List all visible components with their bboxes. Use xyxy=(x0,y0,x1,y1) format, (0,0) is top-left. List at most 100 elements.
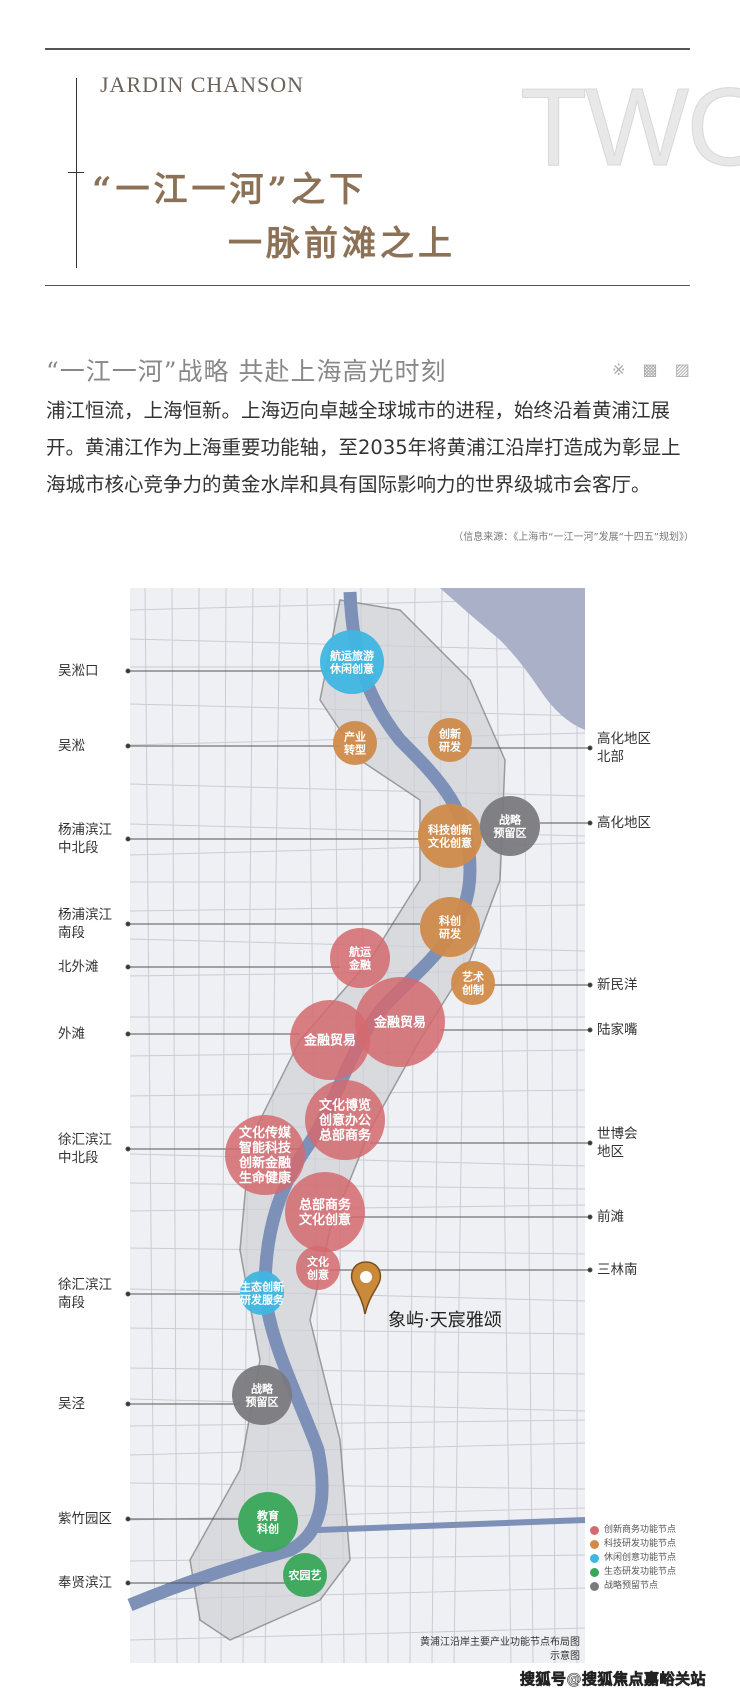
leader-dot xyxy=(587,1267,593,1273)
node-label: 农园艺 xyxy=(288,1568,322,1582)
leader-dot xyxy=(125,921,131,927)
ornament-icon: ※ ▩ ▨ xyxy=(612,360,696,379)
location-label: 徐汇滨江 南段 xyxy=(58,1277,112,1311)
node-label: 艺术 xyxy=(462,969,484,983)
location-label: 新民洋 xyxy=(597,977,638,993)
node-circle xyxy=(283,1553,327,1597)
node-label: 产业 xyxy=(344,729,366,743)
location-label: 高化地区 北部 xyxy=(597,731,651,765)
node-label: 生命健康 xyxy=(239,1170,292,1186)
node-label: 生态创新 xyxy=(240,1279,284,1293)
leader-dot xyxy=(125,1401,131,1407)
leader-dot xyxy=(587,745,593,751)
project-marker-label: 象屿·天宸雅颂 xyxy=(388,1310,502,1331)
title-line-1: “一江一河”之下 xyxy=(92,170,368,210)
node-label: 总部商务 xyxy=(319,1128,372,1144)
top-rule xyxy=(45,48,690,50)
node-label: 金融 xyxy=(348,957,371,971)
node-commerce: 金融贸易 xyxy=(290,1000,370,1080)
node-label: 文化传媒 xyxy=(239,1125,292,1141)
bottom-rule xyxy=(45,285,690,286)
sea-area xyxy=(440,588,585,730)
node-label: 研发 xyxy=(439,739,462,753)
leader-dot xyxy=(125,1146,131,1152)
location-label: 三林南 xyxy=(597,1262,638,1278)
node-circle xyxy=(285,1172,365,1252)
leader-dot xyxy=(587,1027,593,1033)
node-label: 文化创意 xyxy=(428,835,472,849)
node-label: 金融贸易 xyxy=(303,1033,356,1049)
map-caption: 黄浦江沿岸主要产业功能节点布局图 示意图 xyxy=(420,1637,580,1662)
leader-dot xyxy=(125,964,131,970)
leader-dot xyxy=(125,668,131,674)
node-commerce: 文化创意 xyxy=(296,1246,340,1290)
node-label: 文化 xyxy=(307,1254,329,1268)
node-circle xyxy=(420,897,480,957)
node-label: 研发服务 xyxy=(240,1292,285,1306)
leader-dot xyxy=(125,1291,131,1297)
leader-dot xyxy=(587,820,593,826)
node-label: 休闲创意 xyxy=(329,661,374,675)
section-subtitle: “一江一河”战略 共赴上海高光时刻 xyxy=(46,357,447,386)
watermark: 搜狐号@搜狐焦点嘉峪关站 xyxy=(520,1670,707,1689)
legend-item: 创新商务功能节点 xyxy=(590,1523,676,1537)
node-label: 航运 xyxy=(349,944,371,958)
legend-dot xyxy=(590,1581,599,1591)
node-label: 文化创意 xyxy=(299,1212,351,1228)
location-label: 世博会 地区 xyxy=(597,1126,638,1160)
node-label: 科创 xyxy=(257,1521,279,1535)
legend-dot xyxy=(590,1553,599,1563)
node-label: 创意办公 xyxy=(318,1113,371,1129)
legend-item: 生态研发功能节点 xyxy=(590,1565,676,1579)
node-label: 创意 xyxy=(306,1267,329,1281)
location-marker-icon xyxy=(350,1261,382,1315)
location-label: 吴泾 xyxy=(58,1396,85,1412)
leader-dot xyxy=(587,982,593,988)
source-note: （信息来源：《上海市“一江一河”发展“十四五”规划》） xyxy=(453,532,694,543)
node-label: 科创 xyxy=(439,913,461,927)
node-label: 预留区 xyxy=(246,1394,279,1408)
node-circle xyxy=(238,1492,298,1552)
location-label: 陆家嘴 xyxy=(597,1022,638,1038)
legend-item: 战略预留节点 xyxy=(590,1579,676,1593)
canal xyxy=(317,1517,586,1533)
node-circle xyxy=(290,1000,370,1080)
vertical-rule xyxy=(76,78,77,268)
legend-dot xyxy=(590,1567,599,1577)
location-label: 紫竹园区 xyxy=(58,1511,112,1527)
brand-name: JARDIN CHANSON xyxy=(100,72,305,97)
node-label: 预留区 xyxy=(494,825,527,839)
location-label: 吴淞 xyxy=(58,738,85,754)
location-label: 奉贤滨江 xyxy=(58,1575,112,1591)
node-circle xyxy=(418,804,482,868)
location-label: 杨浦滨江 南段 xyxy=(58,907,112,941)
leader-dot xyxy=(125,836,131,842)
legend-item: 科技研发功能节点 xyxy=(590,1537,676,1551)
node-circle xyxy=(320,630,384,694)
node-circle xyxy=(240,1271,284,1315)
node-label: 航运旅游 xyxy=(330,648,374,662)
node-circle xyxy=(333,721,377,765)
node-circle xyxy=(232,1365,292,1425)
leader-dot xyxy=(125,1516,131,1522)
location-label: 外滩 xyxy=(58,1026,85,1042)
location-label: 前滩 xyxy=(597,1209,624,1225)
rule-tick xyxy=(68,172,84,173)
location-label: 高化地区 xyxy=(597,815,651,831)
node-label: 战略 xyxy=(251,1381,274,1395)
node-label: 教育 xyxy=(256,1508,279,1522)
huangpu-river xyxy=(127,591,477,1612)
section-number: TWO xyxy=(520,66,740,190)
node-eco: 农园艺 xyxy=(283,1553,327,1597)
